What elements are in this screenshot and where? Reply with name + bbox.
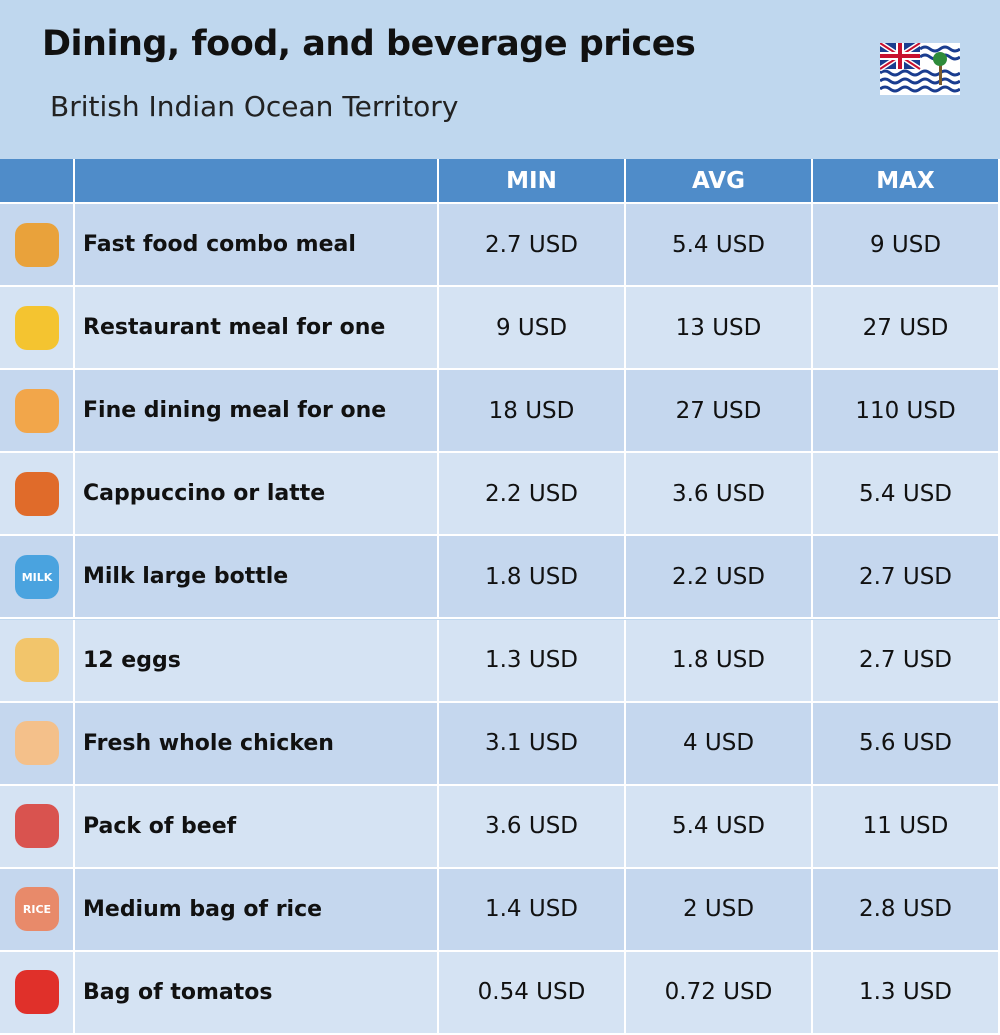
price-min: 1.8 USD (439, 536, 626, 620)
price-avg: 2.2 USD (626, 536, 813, 620)
price-min: 2.7 USD (439, 204, 626, 288)
table-row: Fast food combo meal 2.7 USD 5.4 USD 9 USD (0, 204, 1000, 288)
icon-shape (14, 887, 59, 932)
item-name: Restaurant meal for one (75, 287, 439, 371)
item-icon (14, 388, 59, 433)
table-row: Bag of tomatos 0.54 USD 0.72 USD 1.3 USD (0, 951, 1000, 1035)
icon-shape (14, 721, 59, 766)
item-name: Milk large bottle (75, 536, 439, 620)
item-name: Pack of beef (75, 785, 439, 869)
icon-cell: MILK (0, 536, 75, 620)
icon-text: MILK (21, 571, 52, 584)
price-avg: 4 USD (626, 702, 813, 786)
column-header: MAX (813, 159, 1000, 204)
icon-cell (0, 370, 75, 454)
price-max: 5.4 USD (813, 453, 1000, 537)
subtitle: British Indian Ocean Territory (50, 90, 459, 123)
price-max: 27 USD (813, 287, 1000, 371)
price-max: 11 USD (813, 785, 1000, 869)
item-icon: RICE (14, 887, 59, 932)
icon-cell (0, 785, 75, 869)
price-min: 9 USD (439, 287, 626, 371)
item-name: Bag of tomatos (75, 951, 439, 1035)
icon-cell (0, 702, 75, 786)
price-max: 1.3 USD (813, 951, 1000, 1035)
price-min: 3.6 USD (439, 785, 626, 869)
price-max: 5.6 USD (813, 702, 1000, 786)
item-icon (14, 804, 59, 849)
price-min: 1.3 USD (439, 619, 626, 703)
item-icon (14, 721, 59, 766)
icon-shape (14, 471, 59, 516)
price-min: 18 USD (439, 370, 626, 454)
title: Dining, food, and beverage prices (42, 24, 696, 64)
icon-shape (14, 804, 59, 849)
table-row: Fine dining meal for one 18 USD 27 USD 110 … (0, 370, 1000, 454)
header-row: MIN AVG MAX (0, 159, 1000, 204)
column-header: MIN (439, 159, 626, 204)
icon-shape (14, 970, 59, 1015)
price-min: 3.1 USD (439, 702, 626, 786)
price-max: 2.7 USD (813, 619, 1000, 703)
price-avg: 1.8 USD (626, 619, 813, 703)
price-max: 9 USD (813, 204, 1000, 288)
table-row: Fresh whole chicken 3.1 USD 4 USD 5.6 USD (0, 702, 1000, 786)
table-row: RICE Medium bag of rice 1.4 USD 2 USD 2.8 US… (0, 868, 1000, 952)
price-avg: 5.4 USD (626, 785, 813, 869)
icon-shape (14, 638, 59, 683)
price-max: 110 USD (813, 370, 1000, 454)
item-icon (14, 471, 59, 516)
icon-shape (14, 388, 59, 433)
item-name: Fresh whole chicken (75, 702, 439, 786)
price-avg: 3.6 USD (626, 453, 813, 537)
item-name: Fine dining meal for one (75, 370, 439, 454)
price-min: 1.4 USD (439, 868, 626, 952)
price-min: 0.54 USD (439, 951, 626, 1035)
price-avg: 5.4 USD (626, 204, 813, 288)
icon-cell (0, 204, 75, 288)
icon-shape (14, 305, 59, 350)
item-name: 12 eggs (75, 619, 439, 703)
icon-cell: RICE (0, 868, 75, 952)
price-avg: 0.72 USD (626, 951, 813, 1035)
icon-shape (14, 222, 59, 267)
icon-cell (0, 287, 75, 371)
table-row: Restaurant meal for one 9 USD 13 USD 27 USD (0, 287, 1000, 371)
item-icon (14, 970, 59, 1015)
item-name: Cappuccino or latte (75, 453, 439, 537)
item-icon (14, 305, 59, 350)
table-row: 12 eggs 1.3 USD 1.8 USD 2.7 USD (0, 619, 1000, 703)
table-row: Cappuccino or latte 2.2 USD 3.6 USD 5.4 USD (0, 453, 1000, 537)
icon-cell (0, 951, 75, 1035)
icon-cell (0, 619, 75, 703)
price-max: 2.7 USD (813, 536, 1000, 620)
item-name: Medium bag of rice (75, 868, 439, 952)
price-avg: 13 USD (626, 287, 813, 371)
price-max: 2.8 USD (813, 868, 1000, 952)
icon-cell (0, 453, 75, 537)
item-icon: MILK (14, 554, 59, 599)
price-min: 2.2 USD (439, 453, 626, 537)
header-cell (0, 159, 75, 204)
icon-text: RICE (22, 903, 50, 916)
item-icon (14, 638, 59, 683)
price-avg: 2 USD (626, 868, 813, 952)
item-name: Fast food combo meal (75, 204, 439, 288)
table-row: Pack of beef 3.6 USD 5.4 USD 11 USD (0, 785, 1000, 869)
item-icon (14, 222, 59, 267)
table-row: MILK Milk large bottle 1.8 USD 2.2 USD 2.7 U… (0, 536, 1000, 620)
header-cell (75, 159, 439, 204)
column-header: AVG (626, 159, 813, 204)
flag (880, 43, 960, 95)
price-avg: 27 USD (626, 370, 813, 454)
icon-shape (14, 554, 59, 599)
